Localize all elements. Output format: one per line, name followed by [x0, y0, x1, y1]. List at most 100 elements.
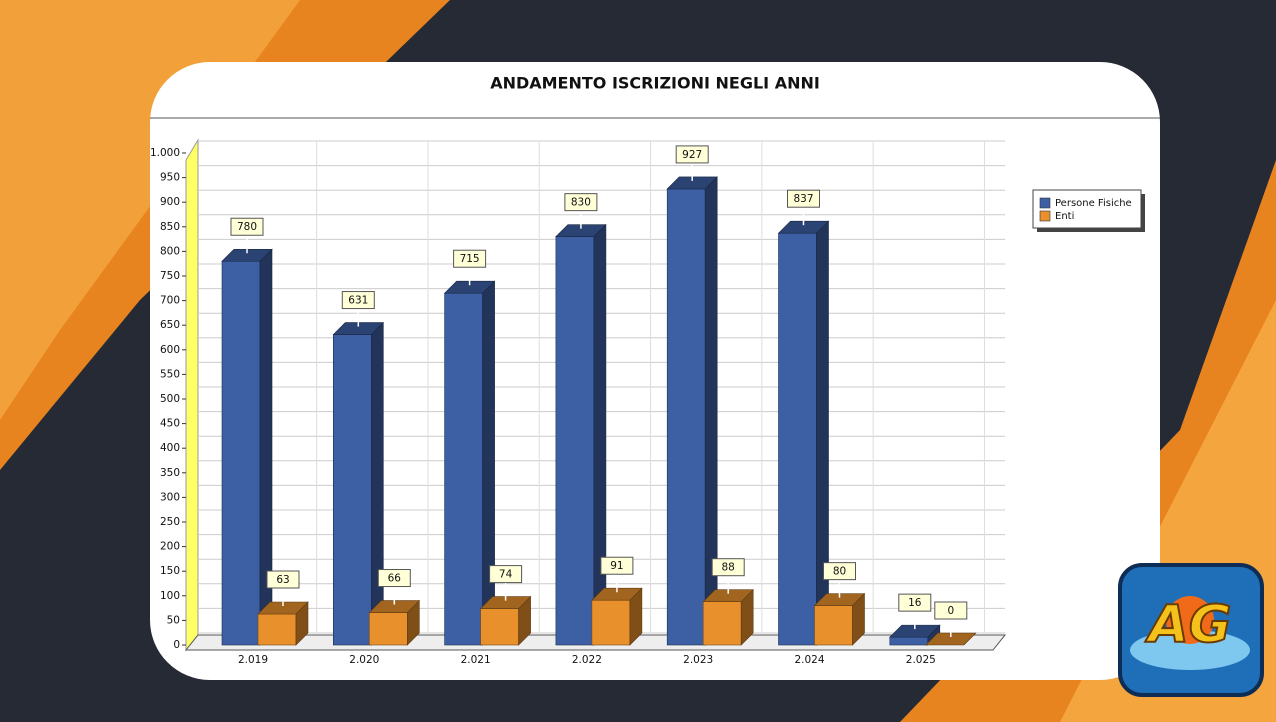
- value-label: 16: [908, 597, 922, 609]
- value-label: 91: [610, 560, 623, 572]
- value-label-box: [934, 601, 968, 620]
- value-label: 837: [793, 193, 813, 205]
- bar-top: [555, 224, 607, 237]
- x-tick-label: 2.021: [461, 654, 491, 666]
- value-label-box: [266, 570, 300, 589]
- value-label-box: [600, 556, 634, 575]
- bar: [332, 321, 385, 646]
- x-tick-label: 2.023: [683, 654, 713, 666]
- value-label: 927: [682, 149, 702, 161]
- x-tick-label: 2.020: [349, 654, 379, 666]
- bar-front: [814, 605, 853, 646]
- y-tick-label: 900: [160, 196, 180, 208]
- value-label-box: [898, 593, 932, 612]
- bar-top: [368, 600, 421, 613]
- bar-front: [444, 292, 483, 646]
- y-wall: [185, 138, 199, 652]
- bar-top: [443, 280, 496, 294]
- bar: [702, 588, 754, 646]
- y-tick-label: 100: [160, 590, 180, 602]
- y-tick-label: 550: [160, 368, 180, 380]
- bar-front: [480, 608, 519, 646]
- bar: [777, 220, 830, 646]
- y-tick-label: 650: [160, 319, 180, 331]
- y-tick-label: 0: [173, 639, 180, 651]
- logo-wave: [1130, 630, 1250, 670]
- logo-text: AG: [1145, 595, 1232, 655]
- y-tick-label: 850: [160, 221, 180, 233]
- legend-box: [1032, 189, 1142, 229]
- x-tick-label: 2.025: [906, 654, 936, 666]
- bar-side: [816, 220, 829, 646]
- stripe: [0, 0, 300, 420]
- y-tick-label: 1.000: [150, 147, 180, 159]
- value-label-box: [230, 217, 264, 236]
- bar-front: [332, 334, 372, 646]
- bar-top: [221, 248, 273, 262]
- bar-front: [221, 260, 261, 646]
- value-label-box: [453, 249, 487, 268]
- value-label: 631: [348, 295, 368, 307]
- logo: AG: [1118, 563, 1264, 697]
- bar-front: [555, 236, 595, 646]
- value-label: 66: [388, 573, 402, 585]
- value-label-box: [489, 565, 523, 584]
- bar: [555, 223, 607, 646]
- bar-front: [889, 636, 929, 646]
- bar-top: [591, 587, 643, 601]
- bar-front: [368, 612, 408, 646]
- bar-side: [370, 321, 384, 646]
- x-tick-label: 2.022: [572, 654, 602, 666]
- legend-swatch: [1039, 210, 1051, 222]
- y-tick-label: 250: [160, 516, 180, 528]
- legend-swatch: [1039, 197, 1051, 209]
- bar-side: [482, 280, 495, 646]
- bar-front: [591, 599, 631, 646]
- x-tick-label: 2.019: [238, 654, 268, 666]
- bar-top: [702, 589, 754, 603]
- value-label: 715: [460, 253, 480, 265]
- value-label: 80: [833, 566, 846, 578]
- bar-front: [778, 232, 817, 646]
- bar-top: [332, 322, 385, 335]
- y-tick-label: 400: [160, 442, 180, 454]
- y-tick-label: 150: [160, 565, 180, 577]
- value-label: 0: [947, 605, 954, 617]
- value-label-box: [711, 558, 745, 577]
- y-tick-label: 950: [160, 172, 180, 184]
- value-label-box: [377, 569, 411, 588]
- value-label: 830: [571, 197, 591, 209]
- bar-front: [702, 601, 742, 646]
- legend-label: Persone Fisiche: [1055, 198, 1132, 209]
- value-label: 88: [722, 562, 735, 574]
- value-label-box: [787, 189, 820, 208]
- bar-top: [257, 601, 309, 615]
- bar: [666, 176, 718, 646]
- y-tick-label: 800: [160, 245, 180, 257]
- legend-label: Enti: [1055, 211, 1074, 222]
- plot: 0 50 100 150 200 250 300 350 400 450 500 550 600 650 7…: [150, 140, 1145, 666]
- x-tick-label: 2.024: [794, 654, 824, 666]
- bar-top: [925, 632, 977, 646]
- bar: [443, 280, 496, 646]
- y-tick-label: 200: [160, 541, 180, 553]
- chart-card: [150, 62, 1160, 680]
- bar: [368, 599, 421, 646]
- bar-front: [666, 188, 706, 646]
- bar: [813, 592, 866, 646]
- logo-sun: [1166, 596, 1214, 644]
- value-label: 780: [237, 221, 257, 233]
- legend: Persone Fisiche Enti: [1032, 189, 1145, 232]
- bar-top: [889, 624, 941, 638]
- bar-front: [257, 613, 297, 646]
- bar: [925, 632, 977, 646]
- y-tick-label: 700: [160, 295, 180, 307]
- value-label-box: [823, 562, 856, 581]
- y-tick-label: 50: [167, 614, 180, 626]
- bar: [591, 587, 643, 646]
- value-label-box: [675, 145, 709, 164]
- chart-title: ANDAMENTO ISCRIZIONI NEGLI ANNI: [490, 74, 820, 93]
- y-tick-label: 450: [160, 418, 180, 430]
- bar-top: [813, 593, 866, 606]
